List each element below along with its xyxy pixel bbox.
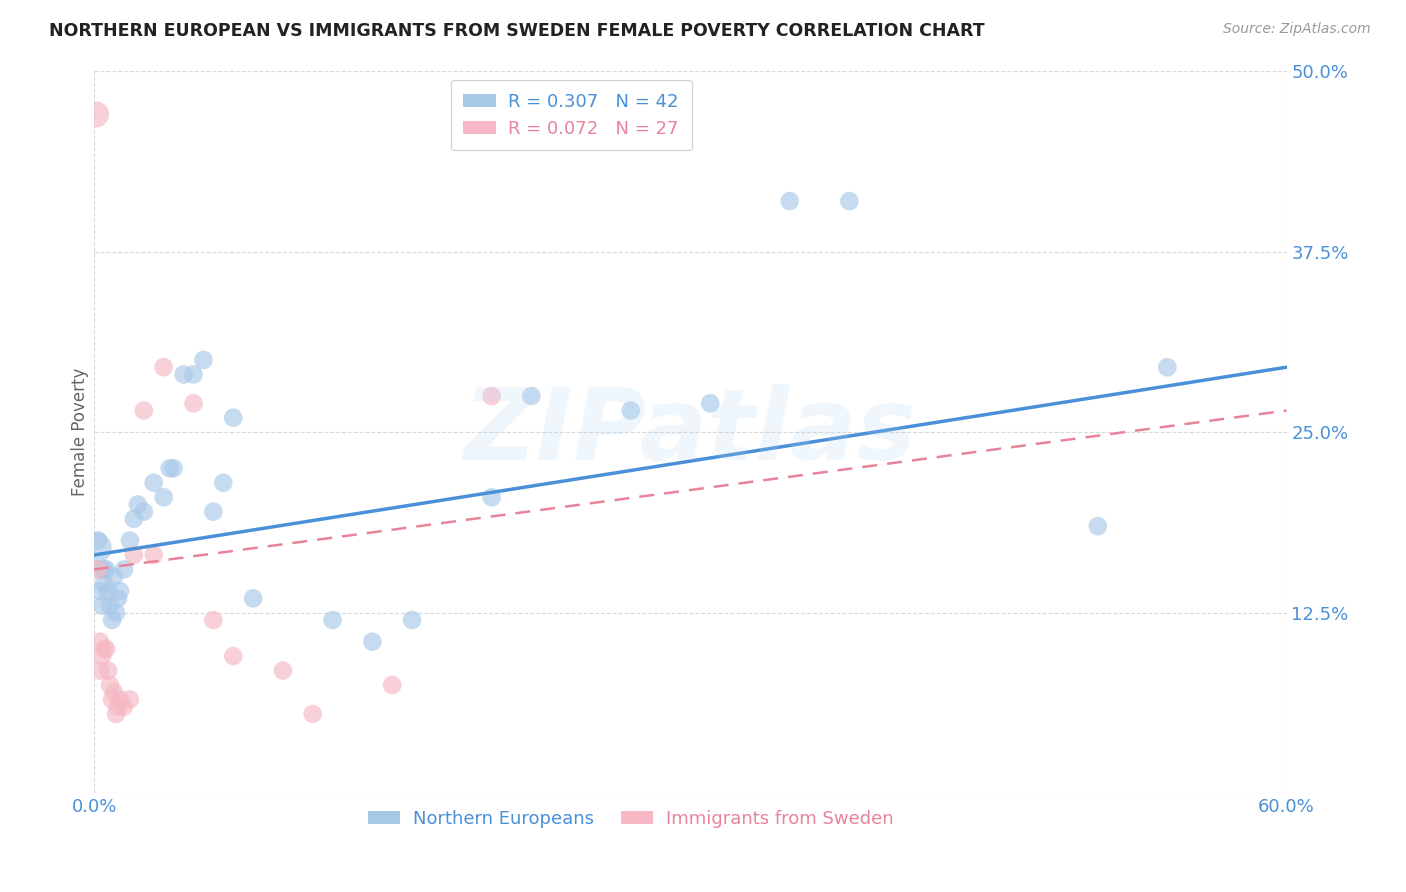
Point [301,706,323,721]
Point [779,194,801,208]
Point [94,641,117,656]
Point [101,692,124,706]
Point [101,613,124,627]
Point [94,562,117,576]
Point [91,649,114,664]
Point [202,613,225,627]
Point [112,562,135,576]
Point [520,389,543,403]
Text: ZIPatlas: ZIPatlas [464,384,917,481]
Point [152,490,174,504]
Point [132,403,155,417]
Point [89,584,111,599]
Point [103,569,125,583]
Point [104,706,127,721]
Point [107,699,129,714]
Point [103,685,125,699]
Point [98,678,121,692]
Point [112,699,135,714]
Point [142,475,165,490]
Point [87,533,110,548]
Point [108,692,131,706]
Point [183,396,205,410]
Point [322,613,344,627]
Point [132,505,155,519]
Point [97,664,120,678]
Point [152,360,174,375]
Point [193,353,215,368]
Point [84,541,107,555]
Text: NORTHERN EUROPEAN VS IMMIGRANTS FROM SWEDEN FEMALE POVERTY CORRELATION CHART: NORTHERN EUROPEAN VS IMMIGRANTS FROM SWE… [49,22,984,40]
Point [212,475,235,490]
Point [93,577,115,591]
Point [1087,519,1109,533]
Point [1156,360,1178,375]
Point [89,634,111,648]
Point [84,107,107,121]
Point [142,548,165,562]
Legend: Northern Europeans, Immigrants from Sweden: Northern Europeans, Immigrants from Swed… [360,803,901,835]
Point [93,562,115,576]
Point [89,562,111,576]
Point [481,490,503,504]
Point [183,368,205,382]
Point [127,498,149,512]
Point [222,649,245,664]
Point [159,461,181,475]
Point [381,678,404,692]
Point [620,403,643,417]
Point [122,548,145,562]
Point [98,599,121,613]
Point [361,634,384,648]
Point [91,599,114,613]
Point [242,591,264,606]
Point [97,584,120,599]
Point [699,396,721,410]
Point [401,613,423,627]
Point [93,641,115,656]
Point [104,606,127,620]
Point [89,664,111,678]
Text: Source: ZipAtlas.com: Source: ZipAtlas.com [1223,22,1371,37]
Point [107,591,129,606]
Point [108,584,131,599]
Point [271,664,294,678]
Point [87,562,110,576]
Point [118,692,141,706]
Point [162,461,184,475]
Point [118,533,141,548]
Point [838,194,860,208]
Y-axis label: Female Poverty: Female Poverty [72,368,89,496]
Point [122,512,145,526]
Point [202,505,225,519]
Point [173,368,195,382]
Point [481,389,503,403]
Point [222,410,245,425]
